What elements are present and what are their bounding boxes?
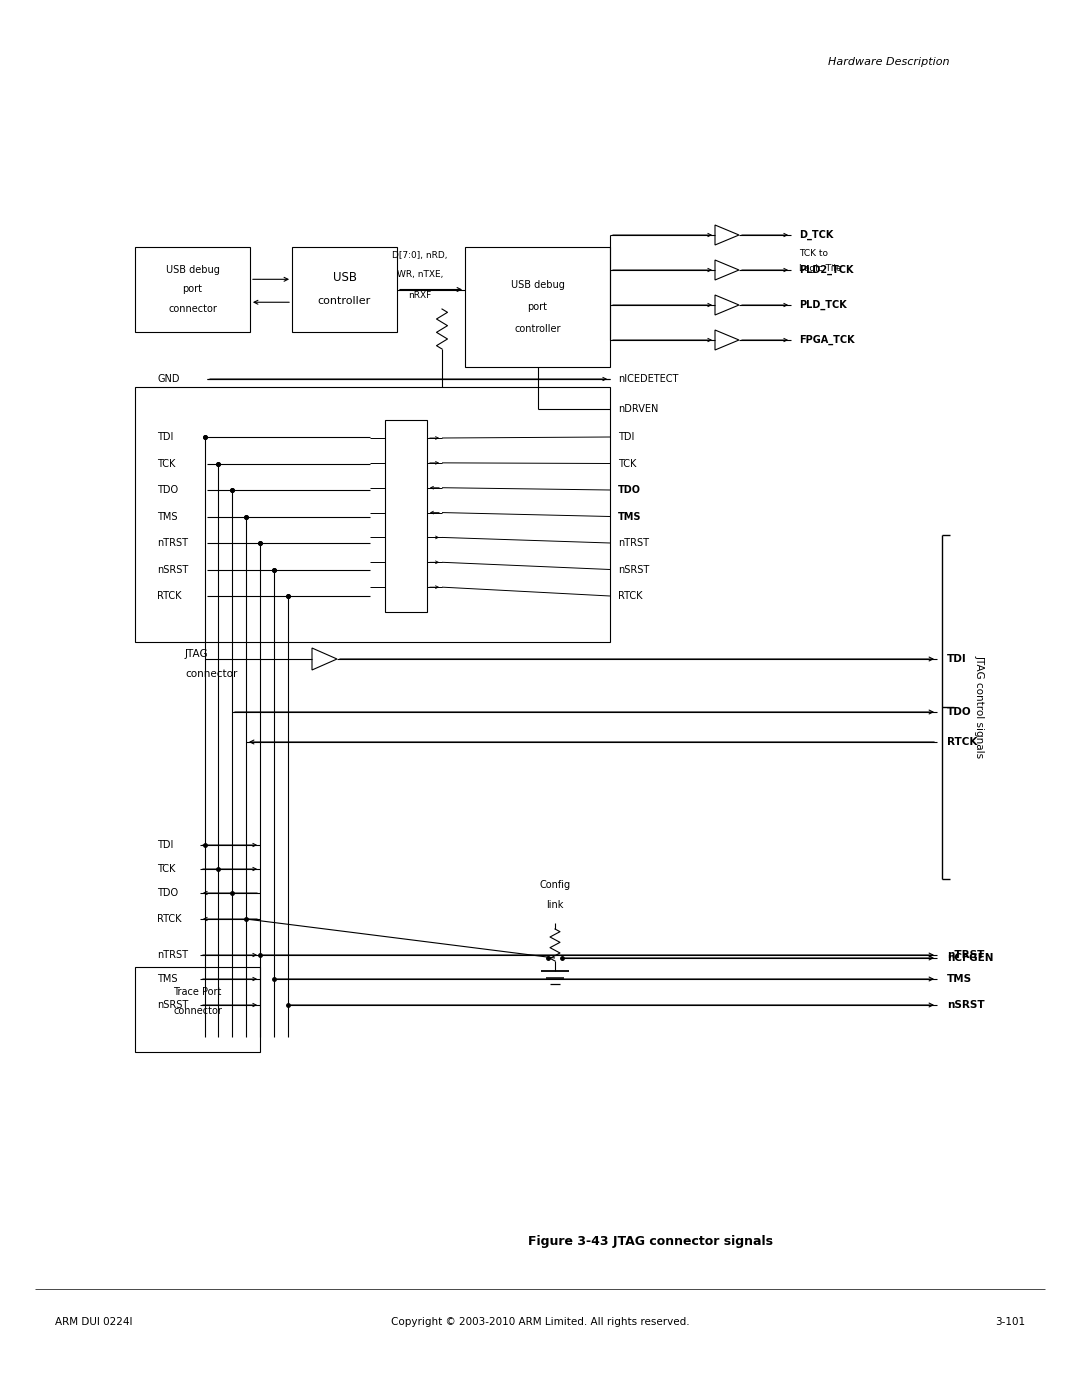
Bar: [465, 247, 610, 367]
Text: D_TCK: D_TCK: [799, 231, 834, 240]
Text: TMS: TMS: [157, 974, 177, 983]
Text: nSRST: nSRST: [157, 564, 188, 574]
Text: RTCK: RTCK: [947, 738, 977, 747]
Bar: [135, 387, 610, 643]
Text: TCK: TCK: [157, 458, 175, 468]
Bar: [292, 247, 397, 332]
Text: TDI: TDI: [157, 840, 174, 849]
Text: connector: connector: [173, 1006, 221, 1017]
Text: TDO: TDO: [157, 888, 178, 898]
Text: Copyright © 2003-2010 ARM Limited. All rights reserved.: Copyright © 2003-2010 ARM Limited. All r…: [391, 1317, 689, 1327]
Text: JTAG: JTAG: [185, 650, 208, 659]
Text: nRXF: nRXF: [408, 291, 432, 299]
Text: TDO: TDO: [947, 707, 972, 717]
Text: nSRST: nSRST: [157, 1000, 188, 1010]
Text: controller: controller: [318, 296, 372, 306]
Text: TMS: TMS: [947, 974, 972, 983]
Text: link: link: [546, 900, 564, 909]
Text: Config: Config: [539, 880, 570, 890]
Text: GND: GND: [157, 374, 179, 384]
Text: USB debug: USB debug: [165, 264, 219, 274]
Text: JTAG control signals: JTAG control signals: [975, 655, 985, 759]
Text: controller: controller: [514, 324, 561, 334]
Text: TCK: TCK: [157, 863, 175, 875]
Text: TMS: TMS: [618, 511, 642, 521]
Text: Trace Port: Trace Port: [173, 986, 221, 996]
Text: 3-101: 3-101: [995, 1317, 1025, 1327]
Text: TDO: TDO: [618, 485, 642, 495]
Text: port: port: [527, 302, 548, 312]
Text: TDI: TDI: [157, 432, 174, 441]
Text: Hardware Description: Hardware Description: [828, 57, 950, 67]
Text: FPGA_TCK: FPGA_TCK: [799, 335, 854, 345]
Text: TDO: TDO: [157, 485, 178, 495]
Text: RTCK: RTCK: [618, 591, 643, 601]
Text: nTRST: nTRST: [157, 538, 188, 548]
Text: PLD_TCK: PLD_TCK: [799, 300, 847, 310]
Text: D[7:0], nRD,: D[7:0], nRD,: [392, 250, 448, 260]
Text: ARM DUI 0224I: ARM DUI 0224I: [55, 1317, 133, 1327]
Text: TCK: TCK: [618, 458, 636, 468]
Text: nSRST: nSRST: [618, 564, 649, 574]
Text: TMS: TMS: [157, 511, 177, 521]
Text: nTRST: nTRST: [618, 538, 649, 548]
Bar: [135, 247, 249, 332]
Text: TCK to: TCK to: [799, 249, 828, 257]
Text: connector: connector: [168, 305, 217, 314]
Text: nSRST: nSRST: [947, 1000, 985, 1010]
Text: PLD2_TCK: PLD2_TCK: [799, 265, 853, 275]
Bar: [384, 420, 427, 612]
Text: TDI: TDI: [618, 432, 634, 441]
Text: Figure 3-43 JTAG connector signals: Figure 3-43 JTAG connector signals: [527, 1235, 772, 1249]
Text: connector: connector: [185, 669, 238, 679]
Text: nCFGEN: nCFGEN: [947, 953, 994, 963]
Text: Logic Tile: Logic Tile: [799, 264, 841, 272]
Text: RTCK: RTCK: [157, 591, 181, 601]
Text: USB debug: USB debug: [511, 279, 565, 291]
Text: nTRST: nTRST: [947, 950, 984, 960]
Text: nICEDETECT: nICEDETECT: [618, 374, 678, 384]
Text: nTRST: nTRST: [157, 950, 188, 960]
Text: nDRVEN: nDRVEN: [618, 404, 659, 414]
Bar: [135, 967, 260, 1052]
Text: USB: USB: [333, 271, 356, 284]
Text: WR, nTXE,: WR, nTXE,: [396, 271, 443, 279]
Text: RTCK: RTCK: [157, 914, 181, 923]
Text: port: port: [183, 285, 203, 295]
Text: TDI: TDI: [947, 654, 967, 664]
